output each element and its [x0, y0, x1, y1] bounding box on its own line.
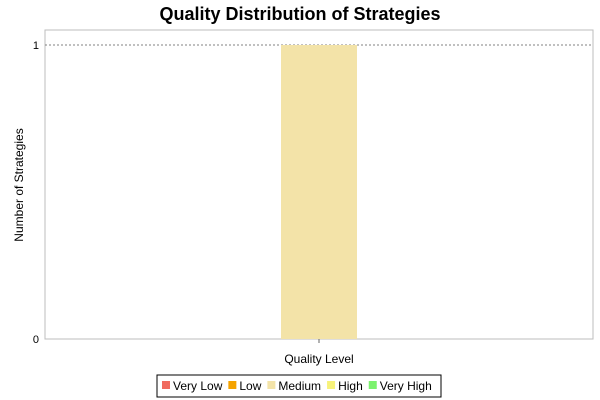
bar-medium: [281, 45, 357, 339]
x-axis-label: Quality Level: [284, 352, 353, 366]
chart-title: Quality Distribution of Strategies: [159, 4, 440, 24]
legend-swatch: [327, 381, 336, 389]
legend-label: Low: [239, 379, 261, 393]
legend-label: High: [338, 379, 363, 393]
legend-swatch: [228, 381, 237, 389]
legend-swatch: [368, 381, 377, 389]
legend-swatch: [267, 381, 276, 389]
legend-box: [156, 374, 442, 398]
plot-area: 01: [33, 29, 594, 346]
legend-label: Very Low: [173, 379, 223, 393]
legend: Very Low Low Medium High Very High: [156, 374, 442, 398]
legend-label: Very High: [380, 379, 432, 393]
y-tick-label: 1: [33, 40, 39, 52]
y-axis-label: Number of Strategies: [12, 128, 26, 241]
legend-label: Medium: [278, 379, 321, 393]
legend-swatch: [162, 381, 170, 389]
bars: [281, 45, 357, 339]
y-tick-label: 0: [33, 334, 39, 346]
y-ticks: 01: [33, 40, 39, 346]
